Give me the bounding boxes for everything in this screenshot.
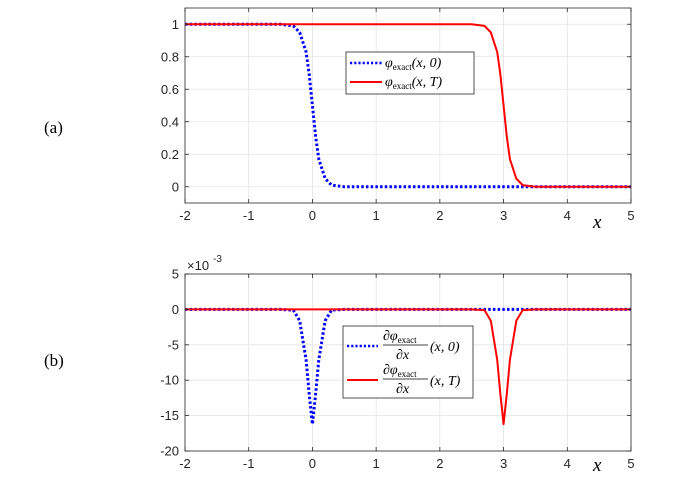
- panel-a-ytick-label-4: 0.8: [161, 49, 179, 64]
- panel-b-legend-numerator-1: ∂φexact: [383, 363, 417, 379]
- panel-b-legend-denominator-0: ∂x: [396, 348, 410, 363]
- panel-b-xtick-label-3: 1: [373, 456, 380, 471]
- panel-b-xtick-label-2: 0: [309, 456, 316, 471]
- panel-a-xtick-label-4: 2: [436, 208, 443, 223]
- panel-a-legend-box: [345, 51, 475, 95]
- panel-b-xtick-label-5: 3: [500, 456, 507, 471]
- panel-b-legend-numerator-0: ∂φexact: [383, 329, 417, 345]
- panel-b-xtick-label-4: 2: [436, 456, 443, 471]
- panel-b-xtick-label-0: -2: [179, 456, 191, 471]
- panel-b-legend-args-0: (x, 0): [430, 340, 460, 355]
- panel-b-xtick-label-7: 5: [627, 456, 634, 471]
- panel-a-xtick-label-5: 3: [500, 208, 507, 223]
- panel-a-series-1: [185, 23, 631, 188]
- panel-a-axes-box: [184, 7, 632, 204]
- panel-b-ytick-label-1: -15: [160, 408, 179, 423]
- panel-b-xtick-label-6: 4: [564, 456, 571, 471]
- panel-b-ytick-label-5: 5: [172, 267, 179, 282]
- panel-b-x-variable: x: [592, 455, 602, 476]
- panel-b-axes-box: [184, 273, 632, 452]
- panel-b-legend-denominator-1: ∂x: [396, 382, 410, 397]
- panel-b-legend-entry-1: ∂φexact ∂x (x, T): [383, 363, 461, 397]
- panel-b-series-1: [185, 308, 631, 426]
- panel-a-ytick-label-0: 0: [172, 179, 179, 194]
- panel-a-plot-area: [185, 8, 631, 203]
- panel-b-exponent-power: -3: [213, 254, 222, 265]
- panel-a-ytick-label-1: 0.2: [161, 147, 179, 162]
- panel-b-ytick-label-0: -20: [160, 444, 179, 459]
- panel-a-xtick-label-0: -2: [179, 208, 191, 223]
- panel-a-ytick-label-5: 1: [172, 17, 179, 32]
- panel-a-xtick-label-7: 5: [627, 208, 634, 223]
- panel-b-legend-args-1: (x, T): [430, 374, 461, 389]
- panel-a-legend-entry-1: φexact(x, T): [385, 75, 442, 91]
- panel-a-xtick-label-6: 4: [564, 208, 571, 223]
- panel-b-ytick-label-2: -10: [160, 373, 179, 388]
- panel-a-chart: -2 -1 0 1 2 3 4 5 0 0.2 0.4 0.6 0.8 1: [161, 7, 635, 223]
- panel-b-legend: ∂φexact ∂x (x, 0) ∂φexact ∂x (x, T): [342, 325, 474, 399]
- panel-b-ytick-label-4: 0: [172, 302, 179, 317]
- panel-b-label: (b): [44, 351, 64, 370]
- panel-a-ytick-label-3: 0.6: [161, 82, 179, 97]
- panel-a-xtick-label-3: 1: [373, 208, 380, 223]
- panel-a-xtick-label-1: -1: [243, 208, 255, 223]
- panel-b-legend-box: [342, 325, 474, 399]
- panel-a-legend-entry-0: φexact(x, 0): [385, 56, 442, 72]
- panel-b-ytick-label-3: -5: [167, 337, 179, 352]
- panel-a-ytick-label-2: 0.4: [161, 114, 179, 129]
- panel-b-xtick-label-1: -1: [243, 456, 255, 471]
- panel-a-xtick-label-2: 0: [309, 208, 316, 223]
- panel-b-exponent-base: ×10: [187, 258, 209, 273]
- panel-a-legend: φexact(x, 0) φexact(x, T): [345, 51, 475, 95]
- panel-a-x-variable: x: [592, 212, 602, 233]
- panel-a-label: (a): [44, 118, 63, 137]
- panel-b-legend-entry-0: ∂φexact ∂x (x, 0): [383, 329, 460, 363]
